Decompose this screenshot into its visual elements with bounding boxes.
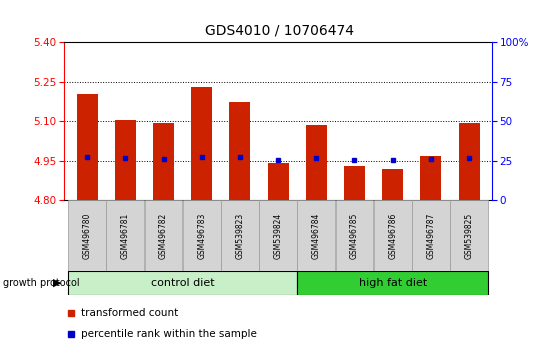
Bar [268, 163, 288, 200]
Text: control diet: control diet [151, 278, 215, 288]
Bar [297, 200, 335, 271]
Bar [68, 271, 297, 295]
Bar [221, 200, 259, 271]
Bar [153, 123, 174, 200]
Bar [77, 94, 98, 200]
Bar [450, 200, 488, 271]
Bar [191, 87, 212, 200]
Text: GSM539823: GSM539823 [235, 212, 244, 258]
Text: GSM496786: GSM496786 [388, 212, 397, 259]
Text: growth protocol: growth protocol [3, 278, 79, 288]
Text: GSM496780: GSM496780 [83, 212, 92, 259]
Text: percentile rank within the sample: percentile rank within the sample [82, 329, 257, 339]
Bar [306, 125, 327, 200]
Bar [458, 123, 480, 200]
Bar [115, 120, 136, 200]
Bar [145, 200, 182, 271]
Bar [335, 200, 373, 271]
Bar [259, 200, 297, 271]
Text: GSM539824: GSM539824 [273, 212, 283, 258]
Bar [374, 200, 411, 271]
Bar [382, 169, 403, 200]
Text: GSM496787: GSM496787 [427, 212, 435, 259]
Text: GSM539825: GSM539825 [465, 212, 473, 258]
Bar [420, 156, 441, 200]
Text: high fat diet: high fat diet [358, 278, 427, 288]
Text: GSM496785: GSM496785 [350, 212, 359, 259]
Bar [297, 271, 488, 295]
Text: GSM496782: GSM496782 [159, 212, 168, 258]
Bar [106, 200, 144, 271]
Text: GDS4010 / 10706474: GDS4010 / 10706474 [205, 23, 354, 37]
Text: GSM496784: GSM496784 [312, 212, 321, 259]
Bar [229, 102, 250, 200]
Bar [412, 200, 450, 271]
Text: ▶: ▶ [53, 278, 61, 288]
Text: GSM496783: GSM496783 [197, 212, 206, 259]
Bar [183, 200, 221, 271]
Text: GSM496781: GSM496781 [121, 212, 130, 258]
Bar [344, 166, 365, 200]
Text: transformed count: transformed count [82, 308, 179, 318]
Bar [68, 200, 106, 271]
